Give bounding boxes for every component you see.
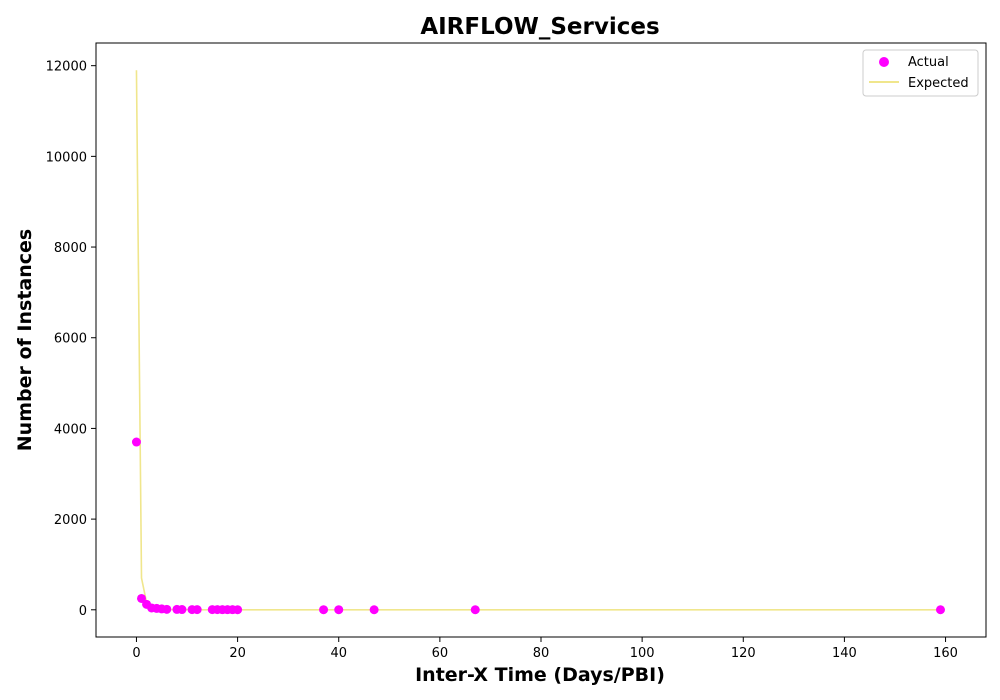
actual-point — [137, 593, 147, 603]
actual-point — [192, 605, 202, 615]
actual-point — [334, 605, 344, 615]
chart-title: AIRFLOW_Services — [420, 14, 659, 40]
actual-point — [177, 605, 187, 615]
actual-point — [319, 605, 329, 615]
y-axis: 0 2000 4000 6000 8000 10000 12000 — [46, 60, 96, 619]
x-tick-label: 120 — [731, 646, 756, 661]
x-tick-label: 140 — [832, 646, 857, 661]
y-tick-label: 4000 — [54, 422, 87, 437]
x-tick-label: 100 — [630, 646, 655, 661]
actual-point — [935, 605, 945, 615]
actual-point — [233, 605, 243, 615]
actual-point — [369, 605, 379, 615]
legend-expected-label: Expected — [908, 76, 969, 91]
plot-area: 0 20 40 60 80 100 120 140 160 0 2000 4000 6000 8000 1… — [46, 42, 987, 661]
y-tick-label: 8000 — [54, 241, 87, 256]
x-tick-label: 80 — [533, 646, 550, 661]
legend-actual-marker — [879, 57, 889, 67]
x-axis-label: Inter-X Time (Days/PBI) — [415, 664, 665, 686]
y-tick-label: 2000 — [54, 513, 87, 528]
x-tick-label: 0 — [132, 646, 140, 661]
x-tick-label: 60 — [432, 646, 449, 661]
actual-point — [162, 604, 172, 614]
y-tick-label: 0 — [79, 604, 87, 619]
legend-box — [862, 49, 979, 97]
actual-point — [470, 605, 480, 615]
y-tick-label: 12000 — [46, 60, 87, 75]
y-tick-label: 10000 — [46, 150, 87, 165]
legend-actual-label: Actual — [908, 55, 949, 70]
x-tick-label: 20 — [229, 646, 246, 661]
legend: Actual Expected — [862, 49, 979, 97]
x-axis: 0 20 40 60 80 100 120 140 160 — [132, 637, 958, 661]
x-tick-label: 40 — [330, 646, 347, 661]
actual-point — [131, 437, 141, 447]
x-tick-label: 160 — [933, 646, 958, 661]
actual-series — [131, 437, 945, 615]
y-tick-label: 6000 — [54, 332, 87, 347]
y-axis-label: Number of Instances — [14, 229, 36, 451]
